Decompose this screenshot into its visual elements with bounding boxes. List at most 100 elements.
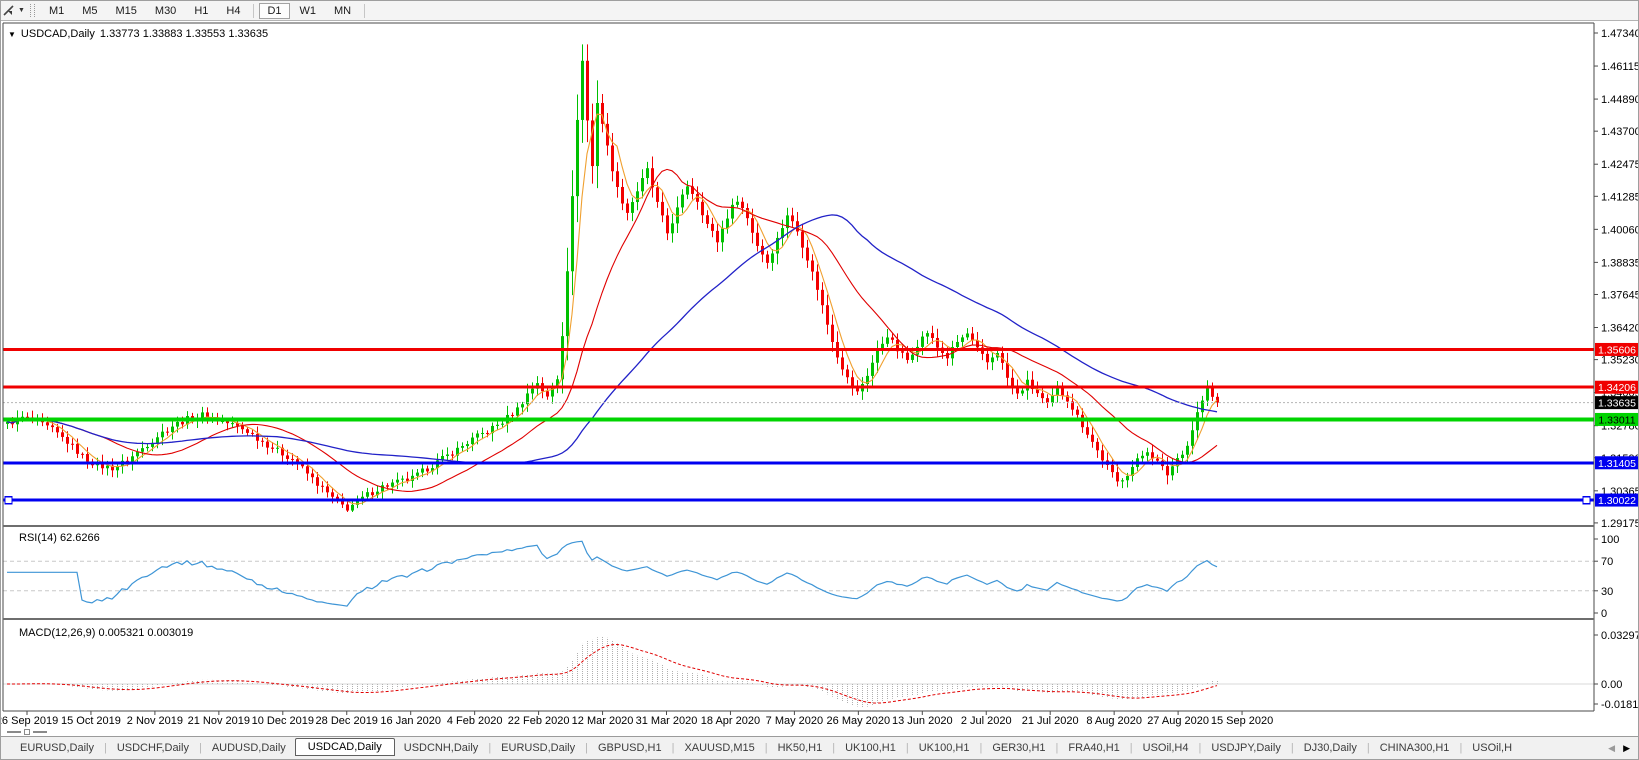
timeframe-button-D1[interactable]: D1: [259, 2, 290, 19]
collapse-caret-icon[interactable]: ▼: [8, 29, 16, 39]
chart-ohlc-values: 1.33773 1.33883 1.33553 1.33635: [99, 28, 269, 40]
chart-tab-USDCNH-Daily[interactable]: USDCNH,Daily: [403, 742, 479, 754]
chart-tab-USDCAD-Daily[interactable]: USDCAD,Daily: [294, 738, 395, 756]
chart-title: ▼ USDCAD,Daily 1.33773 1.33883 1.33553 1…: [8, 28, 268, 40]
horizontal-line-objects[interactable]: [3, 347, 1594, 505]
date-tick-label: 7 May 2020: [766, 715, 823, 727]
price-tick-label: 1.44890: [1601, 94, 1639, 106]
timeframe-button-MN[interactable]: MN: [334, 4, 352, 17]
macd-tick-label: 0.032972: [1601, 630, 1639, 642]
price-tick-label: 1.41285: [1601, 191, 1639, 203]
date-axis[interactable]: 26 Sep 2019 15 Oct 2019 2 Nov 2019 21 Nov 2…: [1, 711, 1273, 727]
date-tick-label: 27 Aug 2020: [1147, 715, 1209, 727]
rsi-value: 62.6266: [59, 532, 100, 544]
tool-dropdown-caret-icon[interactable]: ▼: [18, 7, 25, 14]
date-tick-label: 28 Dec 2019: [316, 715, 378, 727]
timeframe-button-M30[interactable]: M30: [154, 4, 177, 17]
tabs-scroll-left-icon[interactable]: ◀: [1608, 742, 1616, 753]
macd-panel: [3, 636, 1594, 707]
macd-signal-line: [7, 643, 1218, 704]
price-tick-label: 1.37645: [1601, 289, 1639, 301]
chart-tab-GBPUSD-H1[interactable]: GBPUSD,H1: [598, 742, 662, 754]
rsi-line: [7, 540, 1218, 607]
axis-price-badge: 1.35606: [1598, 344, 1636, 356]
macd-label: MACD(12,26,9) 0.005321 0.003019: [19, 627, 193, 639]
price-tick-label: 1.43700: [1601, 126, 1639, 138]
timeframe-button-H4[interactable]: H4: [226, 4, 241, 17]
ma-line-20: [6, 168, 1218, 492]
chart-tab-GER30-H1[interactable]: GER30,H1: [992, 742, 1046, 754]
toolbar-grip-handle[interactable]: [29, 4, 35, 17]
date-tick-label: 2 Jul 2020: [961, 715, 1012, 727]
chart-tabs-bar: EURUSD,Daily | USDCHF,Daily | AUDUSD,Daily US…: [1, 736, 1638, 759]
date-tick-label: 31 Mar 2020: [636, 715, 698, 727]
date-tick-label: 2 Nov 2019: [127, 715, 183, 727]
axis-price-badge: 1.31405: [1598, 458, 1636, 470]
chart-tab-EURUSD-Daily[interactable]: EURUSD,Daily: [20, 742, 94, 754]
chart-tab-XAUUSD-M15[interactable]: XAUUSD,M15: [684, 742, 755, 754]
date-tick-label: 16 Jan 2020: [380, 715, 441, 727]
hline-handle: [1582, 495, 1591, 505]
price-tick-label: 1.29175: [1601, 518, 1639, 530]
rsi-name: RSI(14): [19, 532, 57, 544]
price-tick-label: 1.47340: [1601, 28, 1639, 40]
timeframe-button-H1[interactable]: H1: [194, 4, 209, 17]
date-tick-label: 26 May 2020: [827, 715, 891, 727]
hline-handle: [4, 495, 13, 505]
tabs-scroll-controls: ◀ ▶: [1608, 743, 1638, 754]
timeframe-button-M1[interactable]: M1: [48, 4, 65, 17]
ma-line-5: [6, 113, 1218, 505]
tabs-scroll-right-icon[interactable]: ▶: [1623, 742, 1630, 753]
price-tick-label: 1.42475: [1601, 159, 1639, 171]
hline-1.33011: [3, 417, 1594, 422]
date-tick-label: 8 Aug 2020: [1086, 715, 1142, 727]
chart-tab-UK100-H1[interactable]: UK100,H1: [845, 742, 896, 754]
rsi-tick-label: 30: [1601, 586, 1613, 598]
chart-toolbar: ▼ M1 M5 M15 M30 H1 H4 D1 W1 MN: [1, 1, 1638, 21]
macd-tick-label: -0.018154: [1601, 699, 1639, 711]
axis-price-badge: 1.34206: [1598, 382, 1636, 394]
chart-tab-AUDUSD-Daily[interactable]: AUDUSD,Daily: [211, 742, 286, 754]
chart-tab-USOil-H4[interactable]: USOil,H4: [1142, 742, 1189, 754]
price-tick-label: 1.40060: [1601, 224, 1639, 236]
price-tick-label: 1.35230: [1601, 355, 1639, 367]
price-tick-label: 1.36420: [1601, 323, 1639, 335]
chart-tab-EURUSD-Daily[interactable]: EURUSD,Daily: [501, 742, 576, 754]
timeframe-button-W1[interactable]: W1: [299, 4, 317, 17]
rsi-label: RSI(14) 62.6266: [19, 532, 100, 544]
date-tick-label: 21 Nov 2019: [188, 715, 250, 727]
date-tick-label: 18 Apr 2020: [701, 715, 760, 727]
chart-tab-UK100-H1[interactable]: UK100,H1: [918, 742, 970, 754]
chart-tab-USDCHF-Daily[interactable]: USDCHF,Daily: [116, 742, 189, 754]
chart-tab-CHINA300-H1[interactable]: CHINA300,H1: [1379, 742, 1450, 754]
chart-tab-USOil-H[interactable]: USOil,H: [1472, 742, 1513, 754]
main-price-panel[interactable]: [6, 44, 1219, 512]
timeframe-button-M5[interactable]: M5: [82, 4, 98, 17]
hline-1.34206: [3, 385, 1594, 389]
date-tick-label: 15 Oct 2019: [61, 715, 121, 727]
chart-tab-FRA40-H1[interactable]: FRA40,H1: [1068, 742, 1120, 754]
date-tick-label: 15 Sep 2020: [1211, 715, 1273, 727]
hline-1.35606: [3, 347, 1594, 351]
price-axis[interactable]: 1.47340 1.46115 1.44890 1.43700 1.42475 1.412…: [1594, 28, 1639, 711]
price-tick-label: 1.38835: [1601, 257, 1639, 269]
chart-tab-DJ30-Daily[interactable]: DJ30,Daily: [1303, 742, 1357, 754]
date-tick-label: 21 Jul 2020: [1022, 715, 1079, 727]
date-tick-label: 26 Sep 2019: [1, 715, 58, 727]
window-splitter-handle[interactable]: [7, 729, 53, 735]
chart-tab-USDJPY-Daily[interactable]: USDJPY,Daily: [1211, 742, 1281, 754]
rsi-tick-label: 100: [1601, 534, 1619, 546]
price-tick-label: 1.46115: [1601, 61, 1639, 73]
macd-name: MACD(12,26,9): [19, 627, 96, 639]
chart-tab-HK50-H1[interactable]: HK50,H1: [777, 742, 823, 754]
macd-values: 0.005321 0.003019: [98, 627, 194, 639]
rsi-tick-label: 0: [1601, 608, 1607, 620]
crosshair-tool-icon[interactable]: [2, 4, 16, 17]
date-tick-label: 4 Feb 2020: [447, 715, 503, 727]
timeframe-button-M15[interactable]: M15: [115, 4, 137, 17]
chart-symbol-period: USDCAD,Daily: [20, 28, 95, 40]
axis-price-badge: 1.33011: [1598, 414, 1635, 426]
date-tick-label: 22 Feb 2020: [508, 715, 570, 727]
